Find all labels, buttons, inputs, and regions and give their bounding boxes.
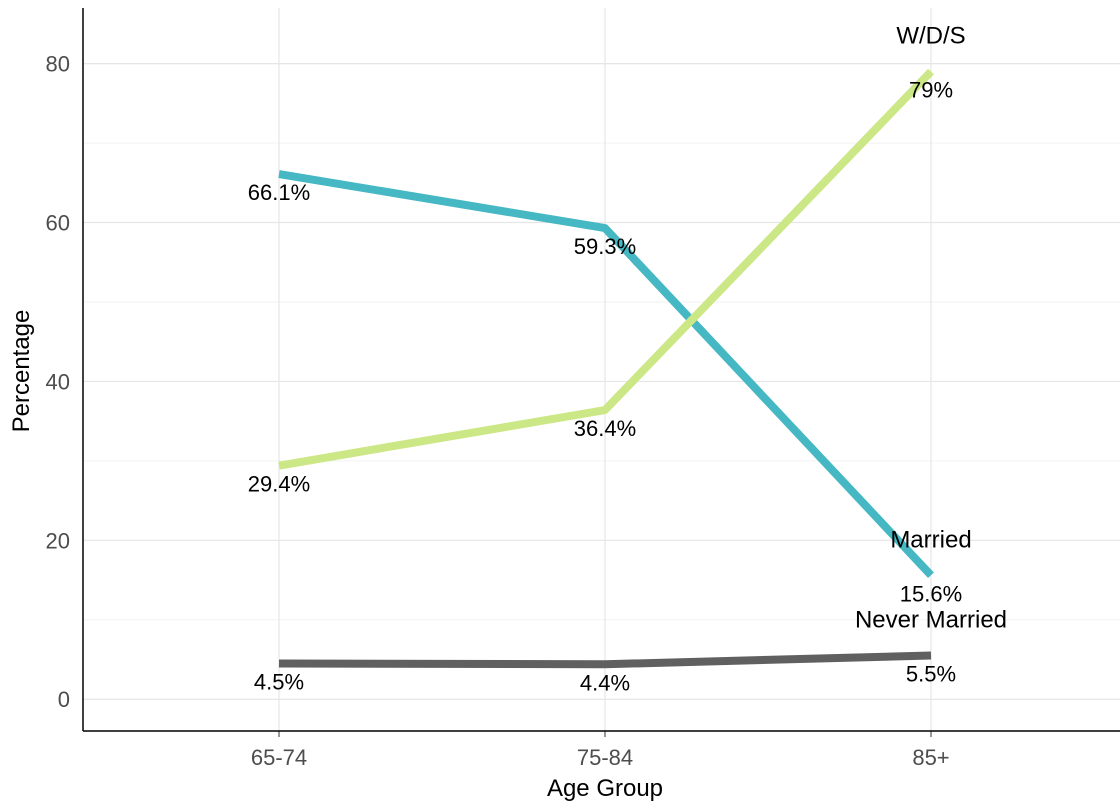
x-axis-title: Age Group <box>547 775 663 802</box>
x-tick-label: 65-74 <box>251 745 307 770</box>
x-tick-label: 75-84 <box>577 745 633 770</box>
y-tick-label: 20 <box>46 528 70 553</box>
data-label: 29.4% <box>248 472 310 497</box>
series-line-married <box>278 170 934 579</box>
y-tick-label: 0 <box>58 687 70 712</box>
data-labels: 66.1% 59.3% 15.6% Married 29.4% 36.4% 79% W/D/S… <box>248 23 1007 696</box>
data-label: 66.1% <box>248 180 310 205</box>
series-name-label: Married <box>890 526 971 553</box>
y-axis-title: Percentage <box>8 310 35 433</box>
y-tick-label: 40 <box>46 369 70 394</box>
data-label: 36.4% <box>574 416 636 441</box>
grid-lines <box>83 8 1120 737</box>
data-label: 4.5% <box>254 669 304 694</box>
series-name-label: W/D/S <box>896 23 965 50</box>
series-line-never-married <box>278 651 932 669</box>
data-label: 5.5% <box>906 662 956 687</box>
x-tick-label: 85+ <box>912 745 949 770</box>
series-line-w-d-s <box>278 68 934 470</box>
series-lines <box>278 68 934 669</box>
axes <box>82 8 1120 732</box>
series-name-label: Never Married <box>855 607 1007 634</box>
y-tick-label: 60 <box>46 211 70 236</box>
data-label: 15.6% <box>900 581 962 606</box>
data-label: 59.3% <box>574 234 636 259</box>
y-tick-label: 80 <box>46 52 70 77</box>
tick-labels: 0 20 40 60 80 65-74 75-84 85+ <box>46 52 950 770</box>
data-label: 79% <box>909 78 953 103</box>
data-label: 4.4% <box>580 670 630 695</box>
